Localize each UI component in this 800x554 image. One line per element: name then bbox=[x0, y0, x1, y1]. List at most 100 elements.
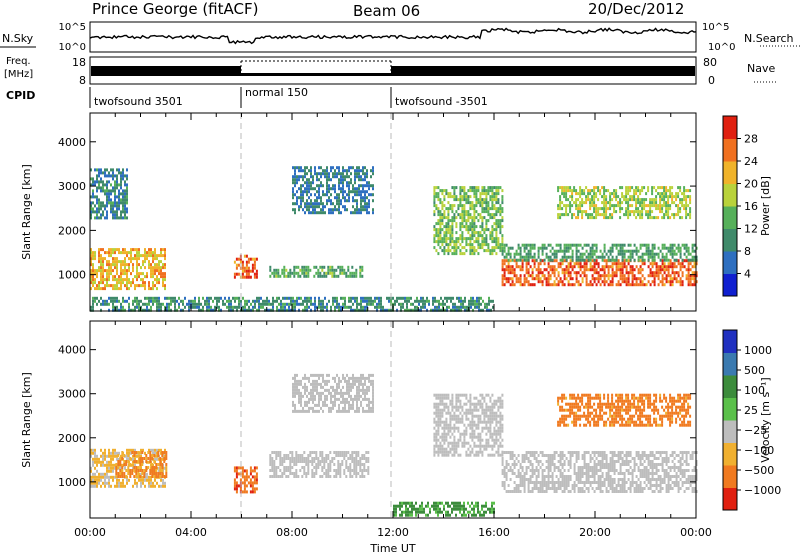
data-cell bbox=[649, 249, 652, 253]
data-cell bbox=[591, 189, 594, 193]
data-cell bbox=[124, 266, 126, 270]
data-cell bbox=[368, 205, 370, 209]
data-cell bbox=[589, 192, 592, 196]
data-cell bbox=[591, 259, 594, 263]
data-cell bbox=[361, 265, 364, 269]
data-cell bbox=[98, 248, 100, 252]
data-cell bbox=[593, 192, 596, 196]
data-cell bbox=[342, 397, 344, 401]
data-cell bbox=[110, 469, 112, 473]
data-cell bbox=[372, 394, 374, 398]
data-cell bbox=[585, 274, 588, 278]
data-cell bbox=[251, 257, 254, 261]
data-cell bbox=[158, 302, 160, 306]
data-cell bbox=[441, 213, 444, 217]
data-cell bbox=[653, 252, 656, 256]
data-cell bbox=[597, 262, 600, 266]
data-cell bbox=[433, 213, 436, 217]
data-cell bbox=[641, 283, 644, 287]
data-cell bbox=[252, 299, 254, 303]
data-cell bbox=[573, 243, 576, 247]
data-cell bbox=[689, 213, 692, 217]
data-cell bbox=[557, 216, 560, 220]
data-cell bbox=[344, 391, 346, 395]
data-cell bbox=[479, 216, 482, 220]
data-cell bbox=[321, 460, 324, 463]
data-cell bbox=[303, 271, 306, 275]
data-cell bbox=[255, 472, 258, 476]
data-cell bbox=[112, 475, 114, 479]
data-cell bbox=[464, 296, 466, 300]
data-cell bbox=[460, 305, 462, 309]
data-cell bbox=[249, 469, 252, 473]
data-cell bbox=[348, 409, 350, 413]
data-cell bbox=[92, 481, 94, 485]
data-cell bbox=[292, 403, 294, 407]
data-cell bbox=[272, 302, 274, 306]
data-cell bbox=[653, 262, 656, 266]
data-cell bbox=[432, 308, 434, 312]
data-cell bbox=[603, 280, 606, 284]
data-cell bbox=[152, 254, 154, 258]
data-cell bbox=[605, 259, 608, 263]
data-cell bbox=[243, 478, 246, 482]
data-cell bbox=[96, 201, 98, 205]
data-cell bbox=[161, 454, 164, 457]
data-cell bbox=[595, 246, 598, 250]
data-cell bbox=[164, 296, 166, 300]
data-cell bbox=[100, 448, 102, 452]
data-cell bbox=[124, 183, 126, 187]
data-cell bbox=[312, 175, 314, 179]
data-cell bbox=[366, 169, 368, 173]
data-cell bbox=[264, 302, 266, 306]
data-cell bbox=[354, 187, 356, 191]
data-cell bbox=[340, 296, 342, 300]
data-cell bbox=[306, 199, 308, 203]
data-cell bbox=[593, 210, 596, 214]
data-cell bbox=[629, 243, 632, 247]
data-cell bbox=[251, 269, 254, 273]
data-cell bbox=[116, 174, 118, 178]
data-cell bbox=[481, 222, 484, 226]
data-cell bbox=[535, 268, 538, 272]
data-cell bbox=[283, 274, 286, 278]
data-cell bbox=[501, 277, 504, 281]
data-cell bbox=[283, 454, 286, 457]
data-cell bbox=[345, 463, 348, 466]
data-cell bbox=[352, 166, 354, 170]
data-cell bbox=[595, 259, 598, 263]
data-cell bbox=[129, 463, 132, 466]
data-cell bbox=[234, 299, 236, 303]
data-cell bbox=[293, 460, 296, 463]
data-cell bbox=[116, 207, 118, 211]
data-cell bbox=[479, 204, 482, 208]
data-cell bbox=[112, 299, 114, 303]
data-cell bbox=[595, 271, 598, 275]
data-cell bbox=[463, 246, 466, 250]
data-cell bbox=[366, 184, 368, 188]
data-cell bbox=[158, 296, 160, 300]
data-cell bbox=[475, 195, 478, 199]
data-cell bbox=[567, 274, 570, 278]
data-cell bbox=[90, 469, 92, 473]
data-cell bbox=[104, 299, 106, 303]
data-cell bbox=[589, 249, 592, 253]
data-cell bbox=[488, 299, 490, 303]
data-cell bbox=[102, 210, 104, 214]
data-cell bbox=[286, 308, 288, 312]
data-cell bbox=[362, 205, 364, 209]
data-cell bbox=[359, 271, 362, 275]
data-cell bbox=[435, 204, 438, 208]
data-cell bbox=[90, 466, 92, 470]
data-cell bbox=[444, 308, 446, 312]
data-cell bbox=[305, 265, 308, 269]
data-cell bbox=[437, 222, 440, 226]
data-cell bbox=[575, 262, 578, 266]
data-cell bbox=[287, 271, 290, 275]
data-cell bbox=[314, 211, 316, 215]
data-cell bbox=[364, 379, 366, 383]
data-cell bbox=[150, 448, 152, 452]
data-cell bbox=[669, 249, 672, 253]
data-cell bbox=[507, 265, 510, 269]
data-cell bbox=[108, 180, 110, 184]
